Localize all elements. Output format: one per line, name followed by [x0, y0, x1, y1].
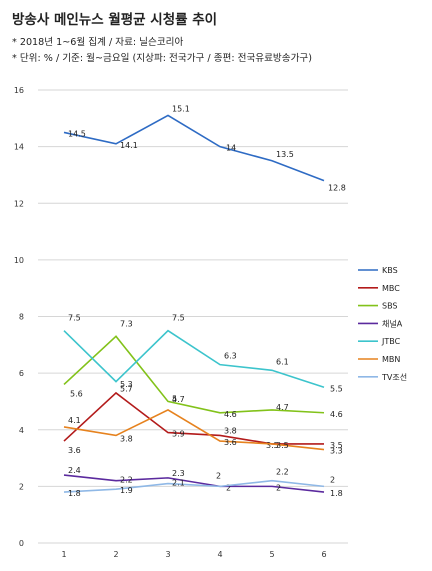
data-label: 2	[216, 471, 221, 480]
data-label: 5.6	[70, 389, 83, 398]
y-tick-label: 4	[19, 426, 24, 435]
data-label: 2	[276, 483, 281, 492]
series-line-채널A	[63, 474, 325, 493]
data-label: 14.5	[68, 129, 86, 138]
data-label: 12.8	[328, 184, 346, 193]
x-tick-label: 3	[165, 550, 170, 559]
data-label: 2.2	[276, 468, 289, 477]
y-tick-label: 14	[14, 143, 24, 152]
y-tick-label: 16	[14, 86, 24, 95]
data-label: 5.5	[330, 384, 343, 393]
series-line-MBN	[63, 409, 325, 451]
data-label: 4.6	[224, 410, 237, 419]
legend-label: 채널A	[382, 318, 403, 328]
data-label: 3.6	[224, 438, 237, 447]
data-label: 14	[226, 144, 236, 153]
legend-label: TV조선	[381, 373, 407, 382]
legend-label: MBN	[382, 355, 400, 364]
chart-title: 방송사 메인뉴스 월평균 시청률 추이	[12, 12, 218, 28]
series-line-JTBC	[63, 329, 325, 389]
data-label: 15.1	[172, 104, 190, 113]
series-line-KBS	[63, 114, 325, 182]
data-label: 14.1	[120, 141, 138, 150]
y-tick-label: 2	[19, 482, 24, 491]
series-line-TV조선	[63, 479, 325, 493]
data-label: 3.8	[120, 434, 133, 443]
y-tick-label: 10	[14, 256, 24, 265]
legend-label: MBC	[382, 284, 400, 293]
data-label: 2.2	[120, 476, 133, 485]
data-label: 2.3	[172, 469, 185, 478]
data-label: 5.3	[120, 380, 133, 389]
series-line-MBC	[63, 391, 324, 445]
legend-label: SBS	[382, 302, 398, 311]
y-tick-label: 12	[14, 199, 24, 208]
x-tick-label: 1	[61, 550, 66, 559]
data-label: 2.1	[172, 479, 185, 488]
y-tick-label: 6	[19, 369, 24, 378]
data-label: 4.7	[172, 395, 185, 404]
data-label: 3.5	[330, 441, 343, 450]
data-label: 2	[226, 483, 231, 492]
series-line-SBS	[63, 335, 325, 414]
data-label: 4.6	[330, 410, 343, 419]
data-label: 7.5	[172, 314, 185, 323]
data-label: 3.6	[68, 446, 81, 455]
y-tick-label: 0	[19, 539, 24, 548]
data-label: 3.5	[266, 441, 279, 450]
data-label: 3.9	[172, 430, 185, 439]
data-label: 2.4	[68, 466, 81, 475]
data-label: 3.3	[330, 447, 343, 456]
data-label: 7.5	[68, 314, 81, 323]
x-tick-label: 2	[113, 550, 118, 559]
y-tick-label: 8	[19, 313, 24, 322]
legend-label: JTBC	[381, 337, 401, 346]
legend-label: KBS	[382, 266, 398, 275]
x-tick-label: 6	[321, 550, 326, 559]
data-label: 5.7	[120, 385, 133, 394]
unit-note: * 단위: % / 기준: 월~금요일 (지상파: 전국가구 / 종편: 전국유…	[12, 53, 312, 64]
data-label: 5	[172, 394, 177, 403]
data-label: 1.9	[120, 486, 133, 495]
data-label: 6.3	[224, 352, 237, 361]
x-tick-label: 4	[217, 550, 222, 559]
data-label: 4.7	[276, 403, 289, 412]
data-label: 3.5	[276, 441, 289, 450]
data-label: 7.3	[120, 319, 133, 328]
data-label: 3.8	[224, 426, 237, 435]
data-label: 4.1	[68, 416, 81, 425]
x-tick-label: 5	[269, 550, 274, 559]
data-label: 13.5	[276, 150, 294, 159]
source-note: * 2018년 1~6월 집계 / 자료: 닐슨코리아	[12, 37, 184, 48]
data-label: 2	[330, 475, 335, 484]
data-label: 1.8	[68, 489, 81, 498]
data-label: 1.8	[330, 489, 343, 498]
data-label: 6.1	[276, 357, 289, 366]
